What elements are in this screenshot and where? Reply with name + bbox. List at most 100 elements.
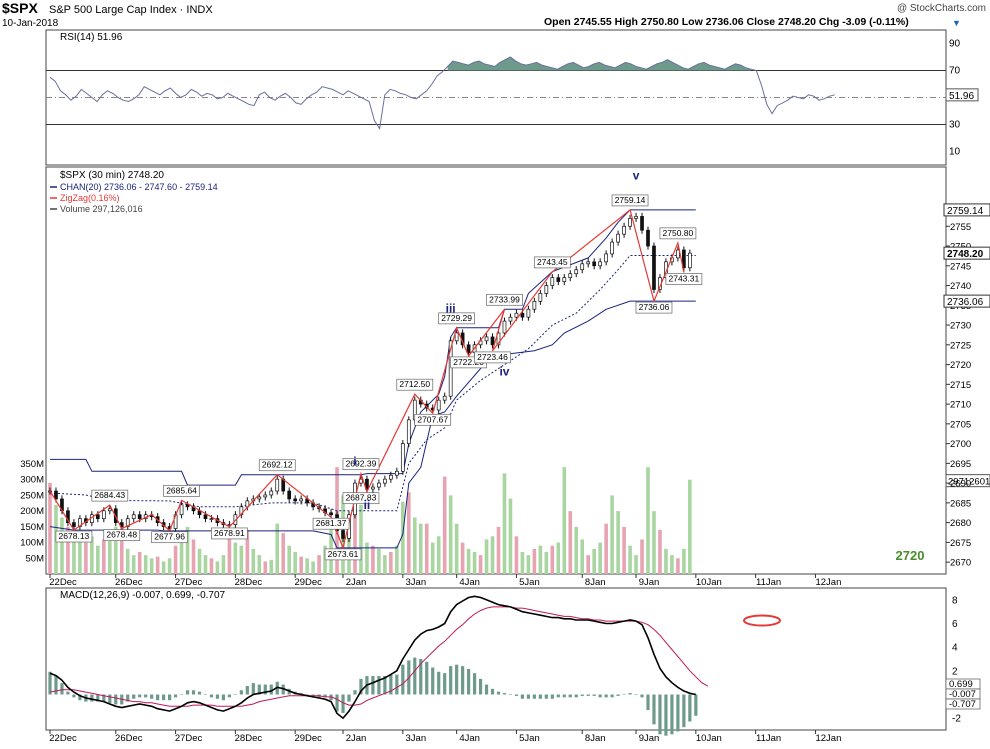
price-annotation: 2685.64 — [166, 485, 197, 495]
price-candle — [454, 332, 459, 342]
macd-histogram-bar — [419, 659, 423, 695]
macd-date-label: 9Jan — [639, 733, 660, 744]
volume-bar — [526, 555, 531, 574]
price-tick-label: 2725 — [950, 340, 971, 351]
volume-bar — [78, 539, 82, 574]
volume-bar — [580, 539, 585, 574]
macd-histogram-bar — [173, 694, 178, 698]
volume-bar — [604, 523, 608, 574]
price-date-label: 12Jan — [815, 577, 841, 588]
volume-bar — [628, 545, 632, 574]
price-candle — [263, 494, 268, 498]
price-candle — [580, 263, 585, 271]
wave-label: iv — [499, 365, 509, 379]
price-annotation: 2673.61 — [328, 549, 359, 559]
price-date-label: 3Jan — [406, 577, 427, 588]
price-annotation-box — [659, 227, 697, 240]
price-candle — [574, 269, 579, 275]
macd-histogram-bar — [568, 694, 572, 698]
wave-label: ii — [364, 498, 371, 512]
price-candle — [137, 514, 142, 520]
price-label: $SPX (30 min) 2748.20 — [60, 170, 164, 181]
price-date-label: 28Dec — [235, 577, 263, 588]
price-annotation: 2707.67 — [417, 414, 448, 424]
price-annotation-box — [414, 413, 452, 426]
macd-histogram-bar — [616, 694, 620, 696]
volume-bar — [293, 552, 297, 574]
volume-flag — [945, 474, 990, 488]
volume-bar — [682, 548, 686, 574]
macd-histogram-bar — [425, 661, 429, 695]
macd-flag — [945, 698, 981, 710]
price-flag-value: 2748.20 — [947, 249, 984, 260]
price-annotation: 2678.13 — [59, 531, 90, 541]
price-candle — [652, 245, 656, 290]
macd-histogram-bar — [574, 694, 578, 698]
macd-histogram-bar — [526, 694, 530, 699]
volume-bar — [287, 545, 291, 574]
price-candle — [101, 510, 106, 520]
volume-bar — [383, 555, 387, 574]
volume-bar — [556, 542, 561, 574]
volume-bar — [281, 533, 286, 574]
macd-histogram-bar — [431, 667, 435, 695]
price-tick-label: 2730 — [950, 321, 971, 332]
volume-bar — [317, 555, 321, 574]
price-candle — [586, 261, 591, 265]
price-candle — [394, 470, 399, 476]
price-annotation: 2743.45 — [537, 257, 568, 267]
price-candle — [598, 261, 603, 267]
price-candle — [72, 522, 76, 527]
price-candle — [299, 498, 304, 502]
price-date-label: 9Jan — [639, 577, 660, 588]
volume-bar — [275, 523, 280, 574]
rsi-tick-label: 70 — [949, 66, 961, 77]
macd-histogram-bar — [168, 694, 172, 701]
volume-bar — [239, 545, 244, 574]
macd-histogram-bar — [179, 694, 184, 695]
macd-histogram-bar — [353, 690, 357, 695]
price-candle — [371, 486, 375, 490]
macd-histogram-bar — [556, 694, 560, 698]
macd-histogram-bar — [78, 694, 82, 701]
price-annotation: 2677.96 — [154, 532, 185, 542]
volume-bar — [377, 548, 381, 574]
price-tick-label: 2710 — [950, 400, 971, 411]
macd-histogram-bar — [586, 694, 590, 696]
wave-label: v — [633, 169, 640, 183]
macd-histogram-bar — [221, 694, 226, 701]
macd-histogram-bar — [66, 691, 70, 695]
price-tick-label: 2685 — [950, 498, 971, 509]
macd-histogram-bar — [150, 694, 154, 699]
price-date-label: 10Jan — [696, 577, 722, 588]
macd-histogram-bar — [658, 694, 662, 735]
macd-histogram-bar — [449, 666, 453, 695]
chart-index-name: S&P 500 Large Cap Index · INDX — [49, 4, 213, 16]
macd-histogram-bar — [640, 694, 644, 698]
volume-bar — [484, 539, 489, 574]
macd-histogram-bar — [233, 694, 237, 695]
volume-bar — [532, 548, 537, 574]
macd-histogram-bar — [496, 691, 501, 695]
volume-bar — [72, 533, 76, 574]
price-candle — [125, 518, 130, 527]
price-candle — [622, 225, 626, 235]
volume-bar — [389, 552, 393, 574]
macd-histogram-bar — [389, 674, 393, 695]
volume-bar — [209, 558, 214, 574]
price-candle — [682, 249, 686, 269]
macd-histogram-bar — [251, 683, 255, 695]
volume-bar — [269, 559, 274, 574]
wave-label: iii — [446, 301, 456, 315]
volume-bar — [634, 555, 638, 574]
macd-date-label: 10Jan — [696, 733, 722, 744]
macd-date-label: 29Dec — [294, 733, 322, 744]
volume-bar — [430, 542, 435, 574]
volume-bar — [610, 495, 614, 574]
volume-flag-value: 297126016 — [948, 477, 990, 488]
macd-histogram-bar — [550, 694, 554, 699]
macd-date-label: 26Dec — [115, 733, 143, 744]
price-annotation: 2692.39 — [346, 459, 377, 469]
dropdown-arrow-icon[interactable]: ▼ — [952, 18, 961, 28]
price-tick-label: 2680 — [950, 518, 971, 529]
